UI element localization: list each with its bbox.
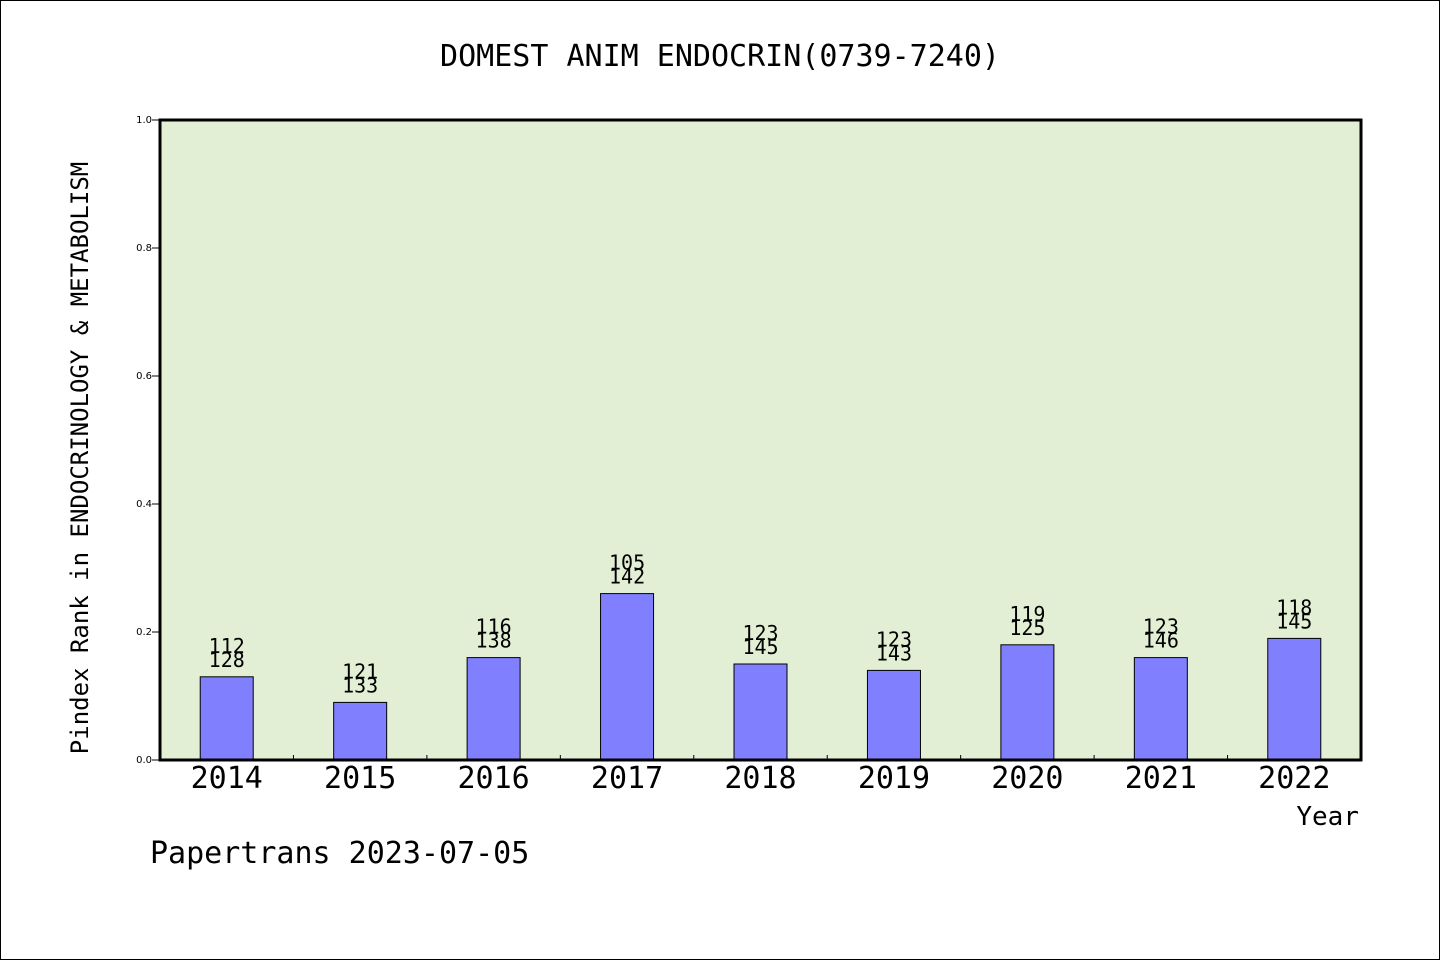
y-tick-label: 0.8 <box>136 243 152 254</box>
y-axis-label: Pindex Rank in ENDOCRINOLOGY & METABOLIS… <box>66 162 94 754</box>
bar-label-bottom: 145 <box>742 635 778 659</box>
bar <box>333 701 388 761</box>
plot-border <box>158 118 1363 762</box>
bar-label-bottom: 143 <box>876 641 912 665</box>
y-tick-label: 0.2 <box>136 627 152 638</box>
bar-label-top: 123 <box>876 627 912 651</box>
credit-text: Papertrans 2023-07-05 <box>150 836 529 871</box>
bar <box>1267 637 1322 761</box>
bar <box>466 657 521 761</box>
y-tick-label: 1.0 <box>136 115 152 126</box>
x-tick-label: 2021 <box>1125 761 1197 796</box>
bar-label-bottom: 133 <box>342 673 378 697</box>
plot-area <box>160 120 1361 760</box>
bar-label-top: 123 <box>742 621 778 645</box>
bar-label-top: 112 <box>209 634 245 658</box>
bar <box>866 669 921 761</box>
x-tick-label: 2020 <box>991 761 1063 796</box>
bar-label-bottom: 128 <box>209 648 245 672</box>
bar <box>600 593 655 761</box>
x-tick-label: 2022 <box>1258 761 1330 796</box>
y-tick-label: 0.0 <box>136 755 152 766</box>
x-tick-label: 2016 <box>457 761 529 796</box>
bar-label-top: 119 <box>1009 602 1045 626</box>
bar-label-top: 116 <box>476 615 512 639</box>
bar-label-bottom: 125 <box>1009 616 1045 640</box>
bar-label-bottom: 138 <box>476 629 512 653</box>
x-tick-label: 2014 <box>191 761 263 796</box>
bar <box>733 663 788 761</box>
x-tick-label: 2017 <box>591 761 663 796</box>
y-tick-label: 0.6 <box>136 371 152 382</box>
bar-label-top: 118 <box>1276 595 1312 619</box>
bar-label-bottom: 142 <box>609 565 645 589</box>
bar-label-top: 123 <box>1143 615 1179 639</box>
chart-title: DOMEST ANIM ENDOCRIN(0739-7240) <box>440 39 1000 74</box>
x-axis-label: Year <box>1296 802 1359 832</box>
x-tick-label: 2015 <box>324 761 396 796</box>
bar-label-top: 105 <box>609 551 645 575</box>
y-tick-label: 0.4 <box>136 499 152 510</box>
x-axis-ticks: 2014 2015 2016 2017 2018 2019 2020 2021 2022 <box>191 755 1330 796</box>
bar-label-bottom: 145 <box>1276 609 1312 633</box>
bar <box>1133 657 1188 761</box>
x-tick-label: 2019 <box>858 761 930 796</box>
bar-series <box>199 593 1322 761</box>
bar <box>199 676 254 761</box>
y-axis-ticks: 0.0 0.2 0.4 0.6 0.8 1.0 <box>136 115 160 766</box>
bar-label-bottom: 146 <box>1143 629 1179 653</box>
x-tick-label: 2018 <box>724 761 796 796</box>
bar <box>1000 644 1055 761</box>
bar-label-top: 121 <box>342 659 378 683</box>
